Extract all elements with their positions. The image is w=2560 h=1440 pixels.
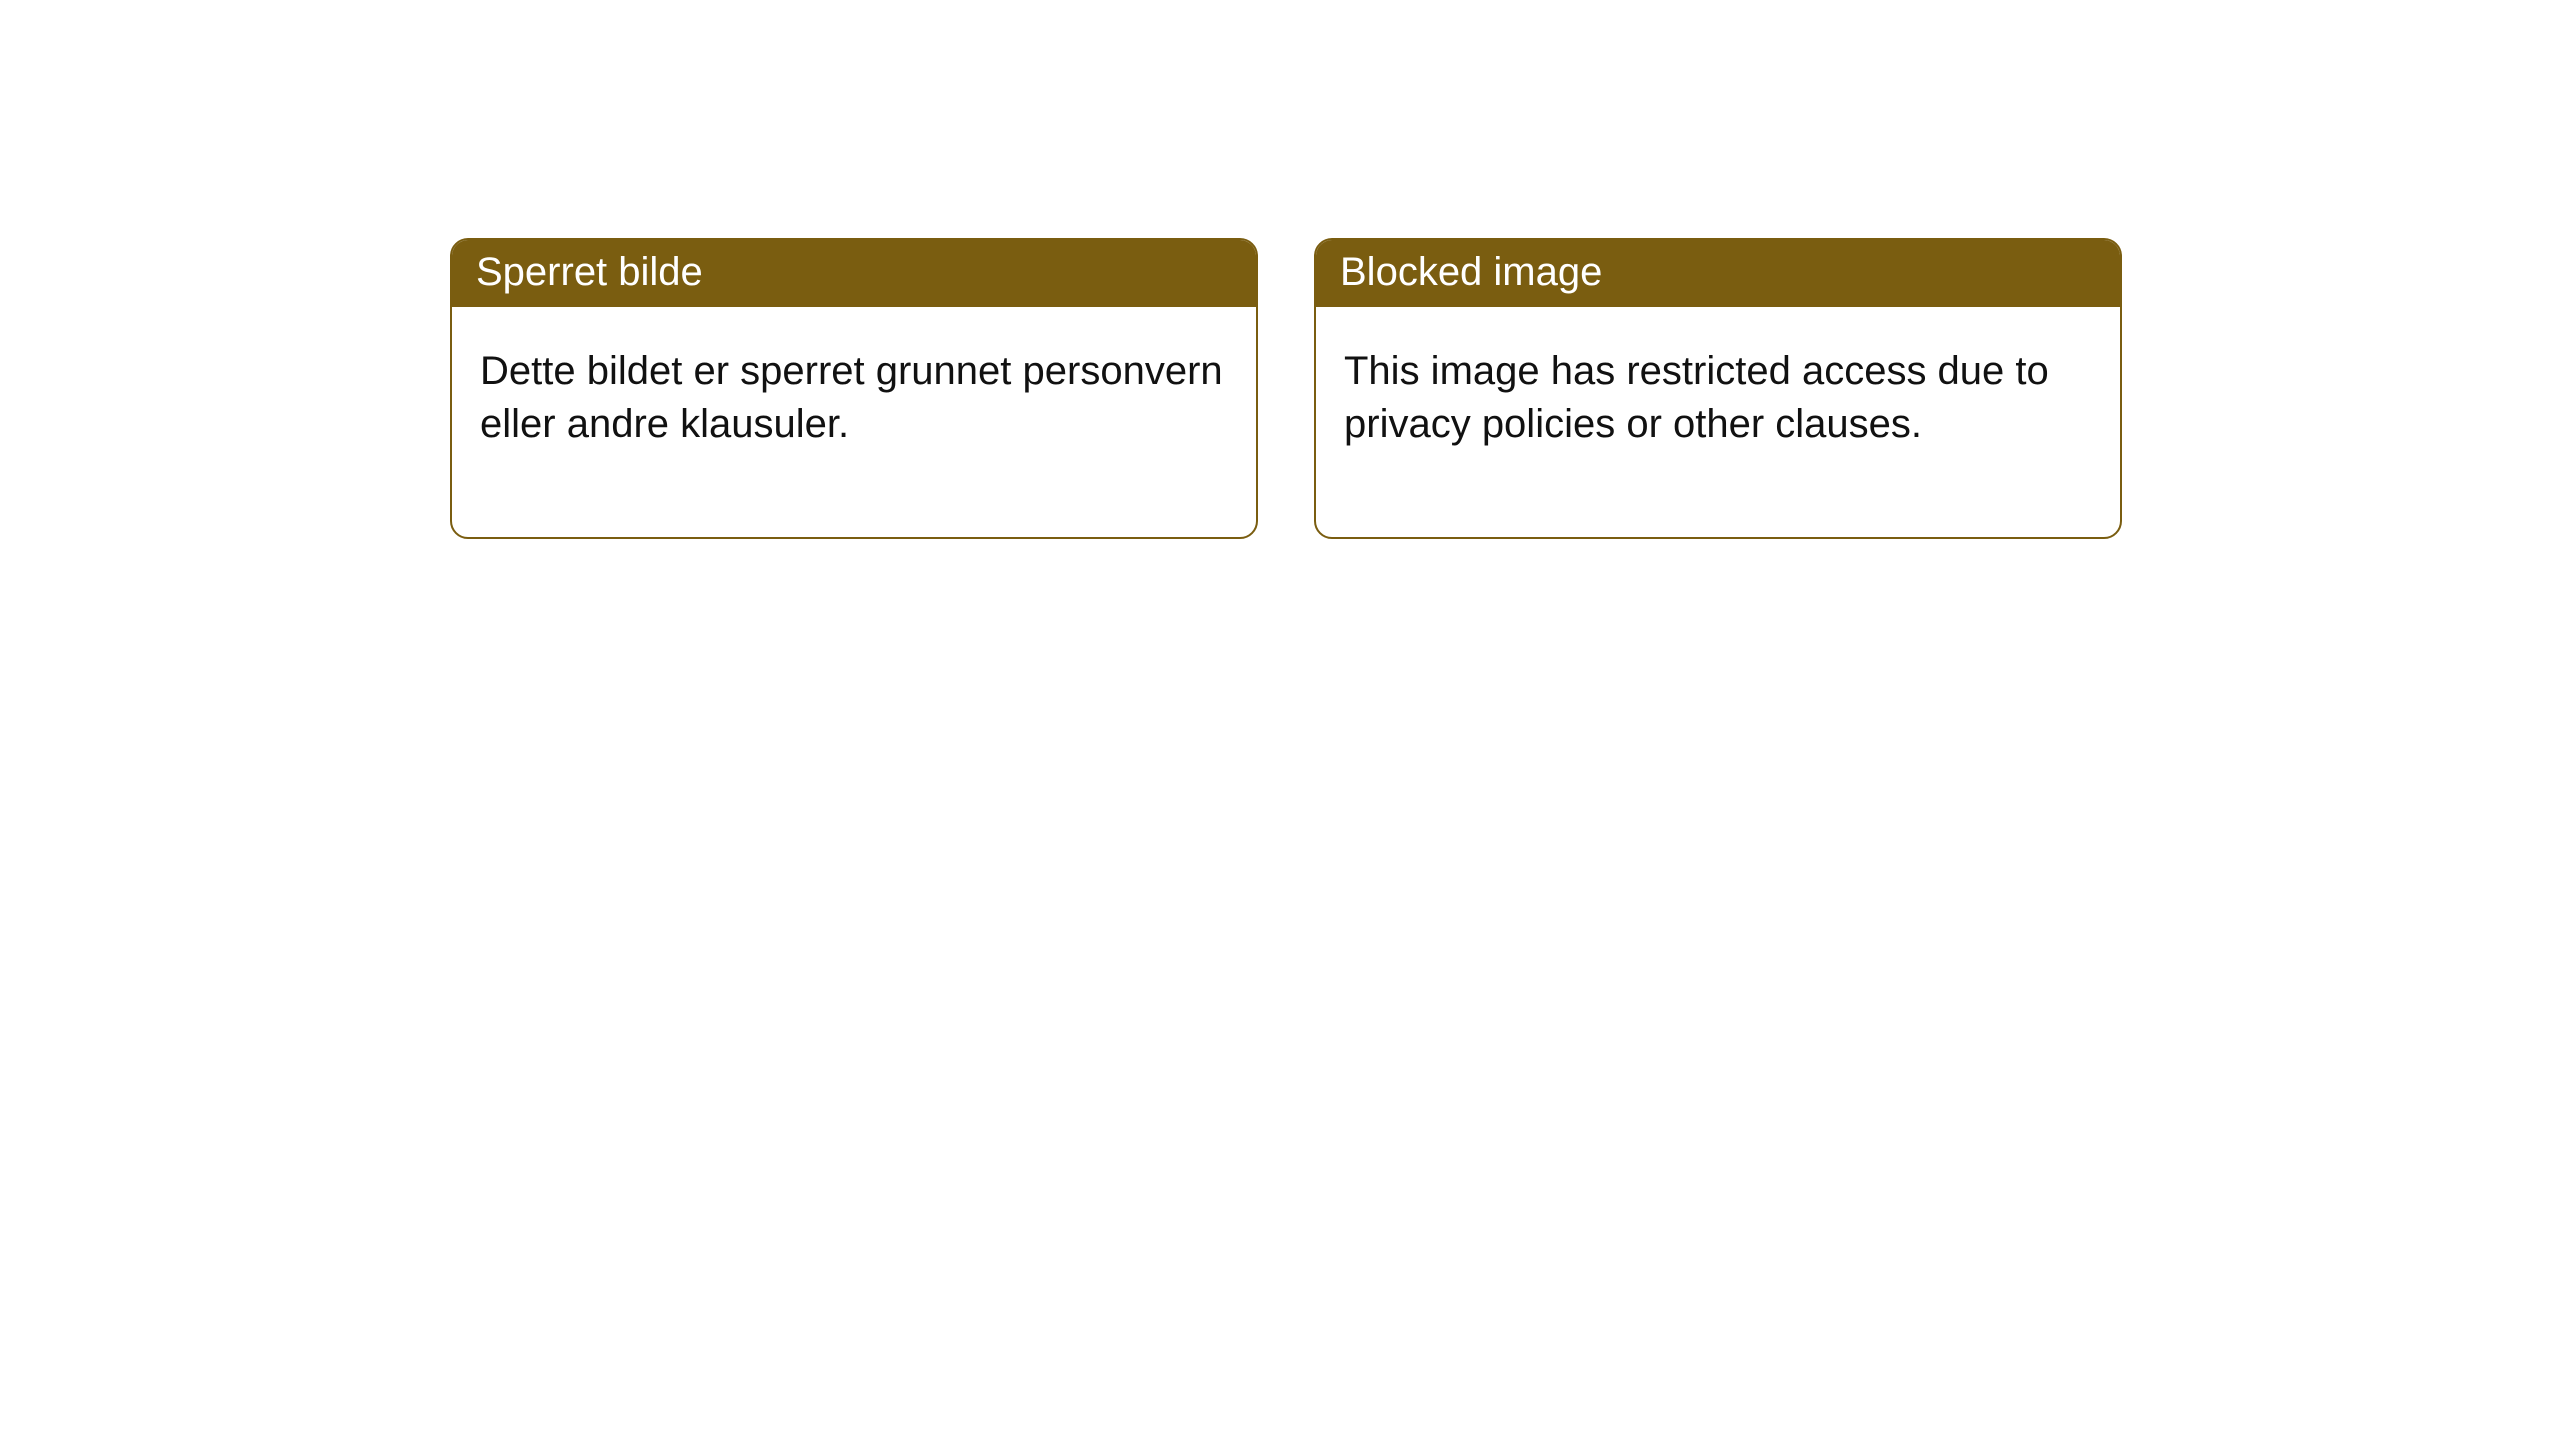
notice-card-no: Sperret bilde Dette bildet er sperret gr… xyxy=(450,238,1258,539)
notice-body-no: Dette bildet er sperret grunnet personve… xyxy=(452,307,1256,537)
notice-title-no: Sperret bilde xyxy=(452,240,1256,307)
notice-container: Sperret bilde Dette bildet er sperret gr… xyxy=(0,0,2560,539)
notice-title-en: Blocked image xyxy=(1316,240,2120,307)
notice-card-en: Blocked image This image has restricted … xyxy=(1314,238,2122,539)
notice-body-en: This image has restricted access due to … xyxy=(1316,307,2120,537)
